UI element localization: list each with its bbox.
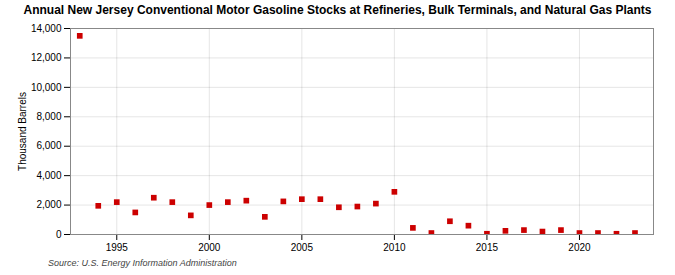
svg-text:Thousand Barrels: Thousand Barrels bbox=[17, 92, 28, 171]
html-text:Source: U.S. Energy Informatio: Source: U.S. Energy Information Administ… bbox=[48, 258, 237, 268]
svg-text:6,000: 6,000 bbox=[36, 140, 61, 151]
svg-text:2010: 2010 bbox=[383, 242, 406, 253]
svg-text:2020: 2020 bbox=[568, 242, 591, 253]
svg-text:10,000: 10,000 bbox=[31, 82, 62, 93]
svg-text:2000: 2000 bbox=[198, 242, 221, 253]
svg-text:14,000: 14,000 bbox=[31, 23, 62, 34]
svg-text:2015: 2015 bbox=[476, 242, 499, 253]
svg-text:2,000: 2,000 bbox=[36, 199, 61, 210]
svg-text:8,000: 8,000 bbox=[36, 111, 61, 122]
svg-text:1995: 1995 bbox=[106, 242, 129, 253]
svg-text:0: 0 bbox=[56, 229, 62, 240]
svg-text:12,000: 12,000 bbox=[31, 52, 62, 63]
html-text:Annual New Jersey Conventional: Annual New Jersey Conventional Motor Gas… bbox=[23, 3, 652, 17]
svg-text:2005: 2005 bbox=[291, 242, 314, 253]
svg-text:4,000: 4,000 bbox=[36, 170, 61, 181]
